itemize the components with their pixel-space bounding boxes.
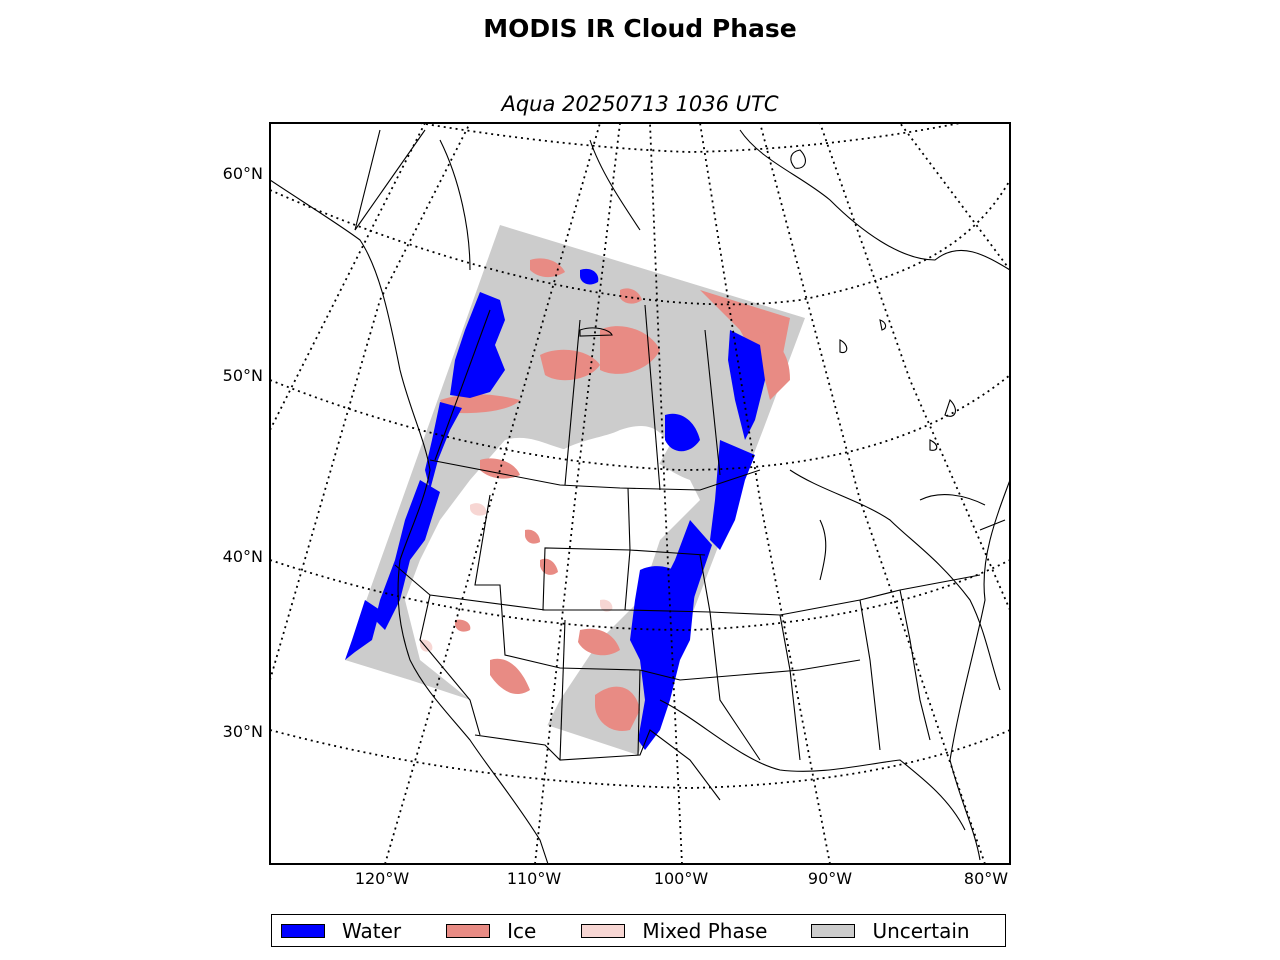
ice-patches [440, 258, 790, 731]
hudson-bay-coast [739, 129, 1010, 271]
lon-label-80w: 80°W [964, 869, 1008, 888]
legend-label-ice: Ice [507, 918, 537, 943]
legend-swatch-ice [446, 923, 491, 938]
great-lakes [789, 469, 1001, 691]
legend-label-mixed-phase: Mixed Phase [642, 918, 768, 943]
boundaries [270, 129, 1010, 864]
map-subtitle: Aqua 20250713 1036 UTC [501, 92, 779, 116]
meridians [270, 123, 1010, 864]
legend-item-uncertain: Uncertain [811, 918, 970, 943]
legend-label-uncertain: Uncertain [872, 918, 970, 943]
swath-clear-north [540, 425, 670, 480]
mexico-border [474, 729, 721, 801]
map-frame [269, 122, 1011, 865]
lat-label-40: 40°N [223, 547, 263, 566]
lon-label-100w: 100°W [654, 869, 709, 888]
legend-swatch-water [281, 923, 325, 938]
legend-label-water: Water [342, 918, 402, 943]
lon-label-90w: 90°W [808, 869, 852, 888]
legend-item-ice: Ice [446, 919, 536, 943]
gulf-coast [659, 699, 966, 831]
canada-us-border [429, 459, 761, 491]
lon-label-120w: 120°W [355, 869, 410, 888]
map-title: MODIS IR Cloud Phase [483, 14, 797, 43]
lat-label-60: 60°N [223, 164, 263, 183]
satellite-swath [345, 225, 805, 755]
west-coastline [270, 179, 549, 864]
legend-item-water: Water [281, 919, 401, 943]
lon-label-110w: 110°W [507, 869, 562, 888]
mixed-phase-patches [420, 503, 613, 652]
legend: Water Ice Mixed Phase Uncertain [271, 914, 1006, 947]
lat-label-30: 30°N [223, 722, 263, 741]
lat-label-50: 50°N [223, 366, 263, 385]
legend-swatch-mixed-phase [581, 923, 626, 938]
atlantic-coast [949, 479, 1010, 861]
parallels [270, 123, 1010, 789]
legend-swatch-uncertain [811, 923, 856, 938]
legend-item-mixed-phase: Mixed Phase [581, 919, 767, 943]
